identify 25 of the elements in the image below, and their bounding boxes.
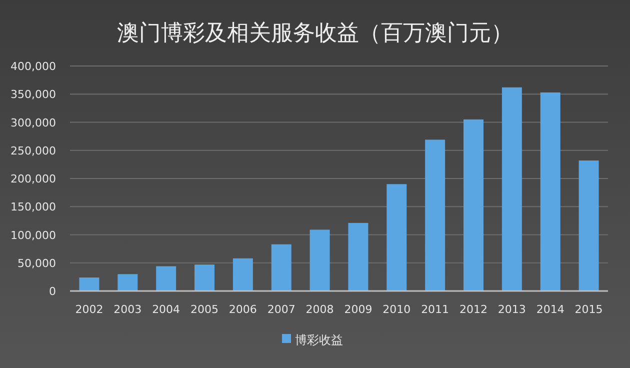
y-tick-label: 300,000 [10, 116, 56, 130]
legend-label: 博彩收益 [295, 333, 343, 347]
chart-title: 澳门博彩及相关服务收益（百万澳门元） [117, 21, 513, 46]
y-tick-label: 100,000 [10, 228, 56, 242]
x-tick-label: 2015 [574, 303, 603, 316]
y-tick-label: 250,000 [10, 144, 56, 158]
x-tick-label: 2006 [228, 303, 257, 316]
y-tick-label: 0 [49, 285, 56, 298]
y-tick-label: 200,000 [10, 172, 56, 186]
x-tick-label: 2009 [344, 303, 372, 316]
x-tick-label: 2003 [114, 303, 142, 316]
y-tick-label: 400,000 [10, 60, 56, 73]
x-tick-label: 2005 [190, 303, 218, 316]
x-tick-label: 2012 [460, 303, 488, 316]
x-tick-label: 2010 [382, 303, 411, 316]
x-tick-label: 2004 [152, 303, 180, 316]
y-tick-label: 50,000 [18, 256, 56, 270]
x-tick-label: 2008 [306, 303, 334, 316]
x-tick-label: 2002 [75, 303, 104, 316]
y-tick-label: 350,000 [10, 88, 56, 102]
x-tick-label: 2014 [536, 303, 564, 316]
y-tick-label: 150,000 [10, 200, 56, 214]
x-tick-label: 2007 [267, 303, 296, 316]
x-tick-label: 2013 [498, 303, 526, 316]
x-tick-label: 2011 [421, 303, 450, 316]
